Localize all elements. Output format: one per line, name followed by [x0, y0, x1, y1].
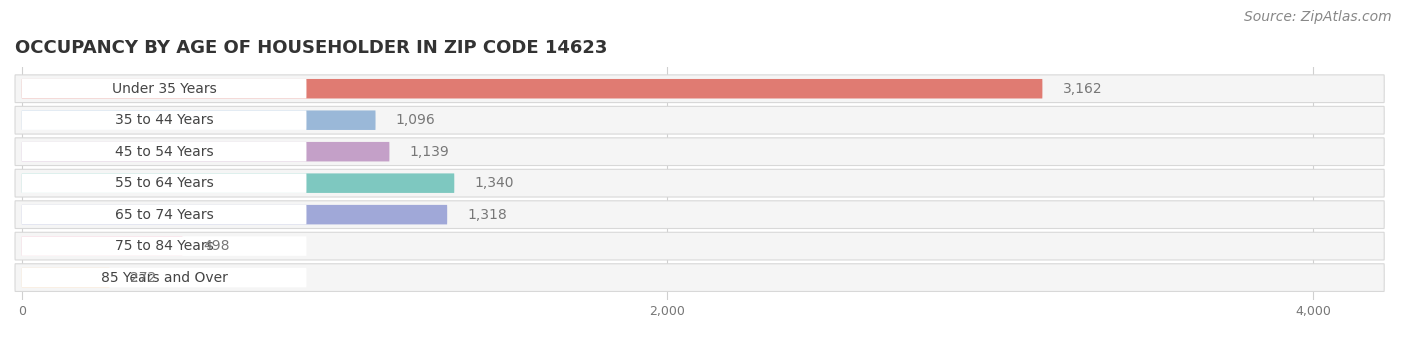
Text: 1,340: 1,340: [475, 176, 515, 190]
FancyBboxPatch shape: [21, 79, 307, 99]
Text: Source: ZipAtlas.com: Source: ZipAtlas.com: [1244, 10, 1392, 24]
Text: 55 to 64 Years: 55 to 64 Years: [115, 176, 214, 190]
Text: OCCUPANCY BY AGE OF HOUSEHOLDER IN ZIP CODE 14623: OCCUPANCY BY AGE OF HOUSEHOLDER IN ZIP C…: [15, 39, 607, 57]
FancyBboxPatch shape: [21, 268, 110, 287]
FancyBboxPatch shape: [15, 106, 1385, 134]
FancyBboxPatch shape: [21, 110, 307, 130]
FancyBboxPatch shape: [21, 142, 389, 162]
FancyBboxPatch shape: [15, 169, 1385, 197]
FancyBboxPatch shape: [15, 201, 1385, 228]
FancyBboxPatch shape: [15, 75, 1385, 103]
Text: Under 35 Years: Under 35 Years: [111, 82, 217, 96]
Text: 272: 272: [129, 271, 156, 285]
FancyBboxPatch shape: [21, 268, 307, 287]
FancyBboxPatch shape: [21, 205, 447, 224]
FancyBboxPatch shape: [21, 79, 1042, 99]
FancyBboxPatch shape: [21, 236, 307, 256]
Text: 498: 498: [202, 239, 229, 253]
Text: 75 to 84 Years: 75 to 84 Years: [115, 239, 214, 253]
Text: 45 to 54 Years: 45 to 54 Years: [115, 145, 214, 159]
FancyBboxPatch shape: [21, 173, 454, 193]
Text: 65 to 74 Years: 65 to 74 Years: [115, 208, 214, 222]
Text: 1,318: 1,318: [468, 208, 508, 222]
Text: 85 Years and Over: 85 Years and Over: [101, 271, 228, 285]
Text: 1,139: 1,139: [409, 145, 450, 159]
FancyBboxPatch shape: [15, 232, 1385, 260]
FancyBboxPatch shape: [21, 205, 307, 224]
Text: 3,162: 3,162: [1063, 82, 1102, 96]
FancyBboxPatch shape: [15, 138, 1385, 166]
FancyBboxPatch shape: [15, 264, 1385, 291]
Text: 1,096: 1,096: [396, 113, 436, 127]
FancyBboxPatch shape: [21, 142, 307, 162]
Text: 35 to 44 Years: 35 to 44 Years: [115, 113, 214, 127]
FancyBboxPatch shape: [21, 236, 183, 256]
FancyBboxPatch shape: [21, 173, 307, 193]
FancyBboxPatch shape: [21, 110, 375, 130]
